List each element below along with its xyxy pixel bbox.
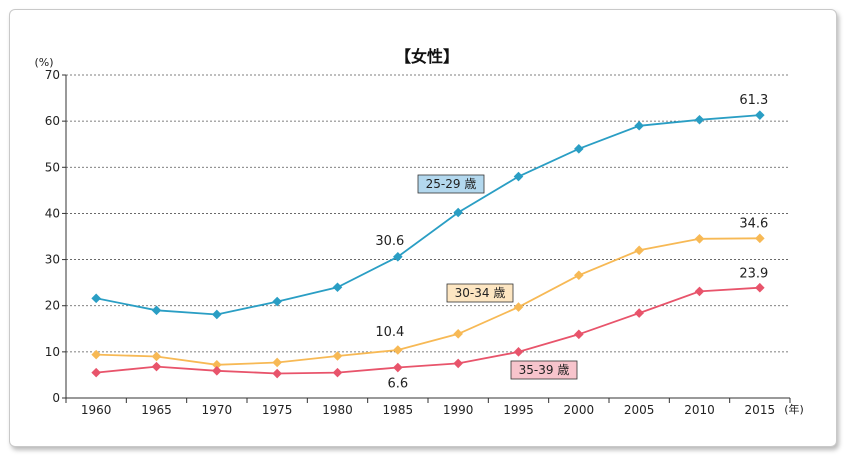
x-axis-unit: (年) <box>784 402 804 416</box>
series-line <box>96 237 760 366</box>
label-box-bg <box>417 174 485 194</box>
x-tick-label: 1985 <box>383 403 414 417</box>
x-tick-label: 1970 <box>202 403 233 417</box>
data-point <box>91 367 101 378</box>
data-point <box>272 368 282 379</box>
data-point <box>453 207 463 218</box>
x-tick-label: 2005 <box>624 403 655 417</box>
data-point <box>91 349 101 360</box>
x-tick-label: 1975 <box>262 403 293 417</box>
chart-frame <box>9 9 837 447</box>
data-point <box>634 308 644 318</box>
y-tick-labels: 0 10 20 30 40 50 60 70 <box>45 68 60 405</box>
series-0 <box>91 110 765 320</box>
data-label: 23.9 <box>739 267 768 282</box>
series-line <box>96 286 760 375</box>
series-label-box-0: 25-29 歳 <box>417 174 485 194</box>
series-name-label: 25-29 歳 <box>426 177 477 191</box>
series-line <box>96 114 760 316</box>
data-point <box>574 329 584 340</box>
series-name-label: 35-39 歳 <box>519 363 570 377</box>
data-point <box>755 110 765 120</box>
x-tick-label: 1980 <box>322 403 353 417</box>
data-point <box>272 357 282 368</box>
data-point <box>151 361 162 372</box>
data-point <box>513 347 524 357</box>
y-tick-label: 50 <box>45 160 60 174</box>
data-point <box>393 345 403 355</box>
y-tick-label: 30 <box>45 253 60 267</box>
y-tick-label: 10 <box>45 345 60 359</box>
x-tick-label: 1995 <box>503 403 534 417</box>
data-point <box>393 362 403 373</box>
label-box-bg <box>446 283 514 303</box>
data-point <box>634 245 644 256</box>
chart-title: 【女性】 <box>395 47 459 66</box>
data-point <box>212 365 222 376</box>
data-point <box>694 286 705 297</box>
y-axis-unit: (%) <box>34 56 53 69</box>
data-label: 10.4 <box>375 325 404 340</box>
axes <box>62 74 791 403</box>
data-labels: 30.6 61.3 10.4 34.6 6.6 23.9 <box>375 93 768 391</box>
data-point <box>574 144 584 154</box>
data-point <box>91 293 101 304</box>
data-label: 6.6 <box>387 377 408 392</box>
data-point <box>332 367 343 378</box>
y-tick-label: 0 <box>52 391 60 405</box>
data-point <box>453 329 463 339</box>
data-point <box>332 282 343 293</box>
data-point <box>332 351 343 361</box>
x-tick-label: 2000 <box>564 403 595 417</box>
y-tick-label: 70 <box>45 68 60 82</box>
series-label-box-2: 35-39 歳 <box>510 360 578 380</box>
data-point <box>151 351 162 362</box>
data-point <box>634 120 644 131</box>
series-label-boxes: 25-29 歳 30-34 歳 35-39 歳 <box>417 174 578 380</box>
data-point <box>574 270 584 281</box>
data-point <box>694 234 705 244</box>
series-lines <box>91 110 765 379</box>
data-point <box>513 171 524 182</box>
data-point <box>513 302 524 312</box>
data-point <box>755 233 765 244</box>
data-point <box>272 296 282 307</box>
y-tick-label: 40 <box>45 206 60 220</box>
y-tick-label: 60 <box>45 114 60 128</box>
data-point <box>212 309 222 320</box>
x-tick-label: 1990 <box>443 403 474 417</box>
y-tick-label: 20 <box>45 299 60 313</box>
data-point <box>151 305 162 316</box>
series-name-label: 30-34 歳 <box>455 286 506 300</box>
series-label-box-1: 30-34 歳 <box>446 283 514 303</box>
label-box-bg <box>510 360 578 380</box>
series-1 <box>91 233 765 370</box>
data-point <box>212 359 222 370</box>
data-point <box>694 114 705 125</box>
gridlines <box>66 74 790 353</box>
data-label: 34.6 <box>739 216 768 231</box>
x-tick-label: 2015 <box>745 403 776 417</box>
data-point <box>393 252 403 262</box>
x-tick-label: 2010 <box>684 403 715 417</box>
data-label: 61.3 <box>739 93 768 108</box>
x-tick-label: 1965 <box>141 403 172 417</box>
data-point <box>453 358 463 369</box>
x-tick-label: 1960 <box>81 403 112 417</box>
x-tick-labels: 1960 1965 1970 1975 1980 1985 1990 1995 2000 2005… <box>81 403 775 417</box>
series-2 <box>91 282 765 379</box>
data-label: 30.6 <box>375 234 404 249</box>
data-point <box>755 282 765 293</box>
